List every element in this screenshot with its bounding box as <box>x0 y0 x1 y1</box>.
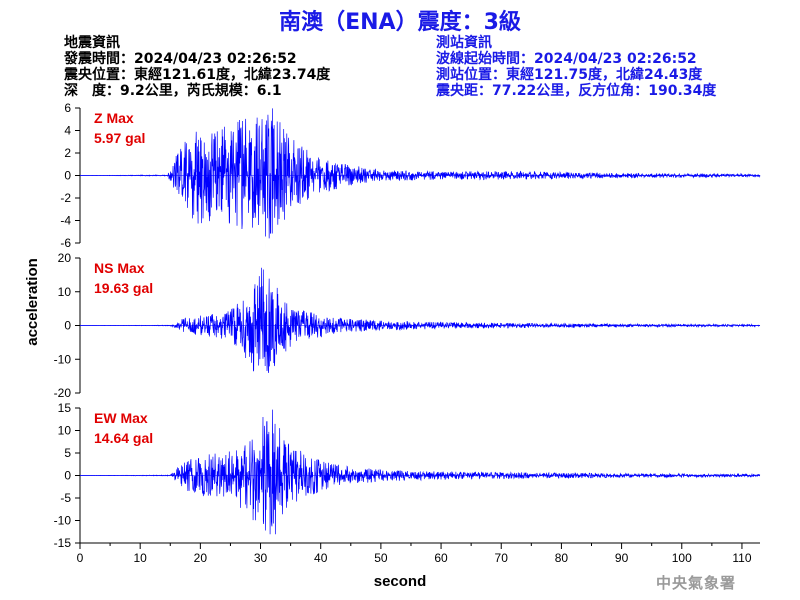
y-tick-label: 0 <box>64 469 71 483</box>
epicentral-distance: 震央距：77.22公里，反方位角：190.34度 <box>436 83 717 99</box>
max-value-z: 5.97 gal <box>94 130 145 146</box>
y-tick-label: 10 <box>58 424 72 438</box>
y-tick-label: 10 <box>58 285 72 299</box>
x-tick-label: 100 <box>672 551 692 565</box>
waveform-trace-ns <box>80 267 761 373</box>
max-value-ns: 19.63 gal <box>94 280 153 296</box>
y-tick-label: 15 <box>58 401 72 415</box>
x-tick-label: 70 <box>495 551 509 565</box>
max-label-ns: NS Max <box>94 260 145 276</box>
waveform-trace-ew <box>80 409 761 535</box>
x-tick-label: 110 <box>732 551 751 565</box>
origin-time: 發震時間：2024/04/23 02:26:52 <box>64 51 297 67</box>
waveform-trace-z <box>80 108 761 239</box>
depth-magnitude: 深 度：9.2公里，芮氏規模：6.1 <box>64 83 282 99</box>
y-tick-label: 5 <box>64 446 71 460</box>
y-tick-label: 4 <box>64 124 71 138</box>
watermark: 中央氣象署 <box>656 574 737 592</box>
y-tick-label: 6 <box>64 101 71 115</box>
y-tick-label: -4 <box>60 214 71 228</box>
y-tick-label: -6 <box>60 236 71 250</box>
y-tick-label: 20 <box>58 251 72 265</box>
y-tick-label: -5 <box>60 491 71 505</box>
quake-info-block: 地震資訊 發震時間：2024/04/23 02:26:52 震央位置：東經121… <box>64 35 330 99</box>
x-tick-label: 30 <box>254 551 268 565</box>
y-tick-label: -2 <box>60 191 71 205</box>
x-tick-label: 20 <box>194 551 208 565</box>
station-location: 測站位置：東經121.75度，北緯24.43度 <box>436 67 703 83</box>
x-tick-label: 80 <box>555 551 569 565</box>
page-title: 南澳（ENA）震度：3級 <box>279 10 521 35</box>
epicenter: 震央位置：東經121.61度，北緯23.74度 <box>64 67 331 83</box>
station-info-heading: 測站資訊 <box>436 35 492 51</box>
y-tick-label: -20 <box>54 386 72 400</box>
y-tick-label: 0 <box>64 319 71 333</box>
x-tick-label: 60 <box>434 551 448 565</box>
x-axis-title: second <box>374 573 427 590</box>
y-tick-label: 0 <box>64 169 71 183</box>
max-value-ew: 14.64 gal <box>94 430 153 446</box>
x-tick-label: 90 <box>615 551 629 565</box>
y-tick-label: -10 <box>54 352 72 366</box>
max-label-z: Z Max <box>94 110 134 126</box>
y-tick-label: -15 <box>54 536 72 550</box>
x-tick-label: 50 <box>374 551 388 565</box>
max-label-ew: EW Max <box>94 410 148 426</box>
quake-info-heading: 地震資訊 <box>64 35 120 51</box>
y-tick-label: -10 <box>54 514 72 528</box>
station-info-block: 測站資訊 波線起始時間：2024/04/23 02:26:52 測站位置：東經1… <box>436 35 716 99</box>
x-tick-label: 40 <box>314 551 328 565</box>
y-tick-label: 2 <box>64 146 71 160</box>
x-tick-label: 0 <box>77 551 84 565</box>
y-axis-title: acceleration <box>24 258 41 346</box>
x-tick-label: 10 <box>133 551 147 565</box>
wave-start-time: 波線起始時間：2024/04/23 02:26:52 <box>436 51 697 67</box>
